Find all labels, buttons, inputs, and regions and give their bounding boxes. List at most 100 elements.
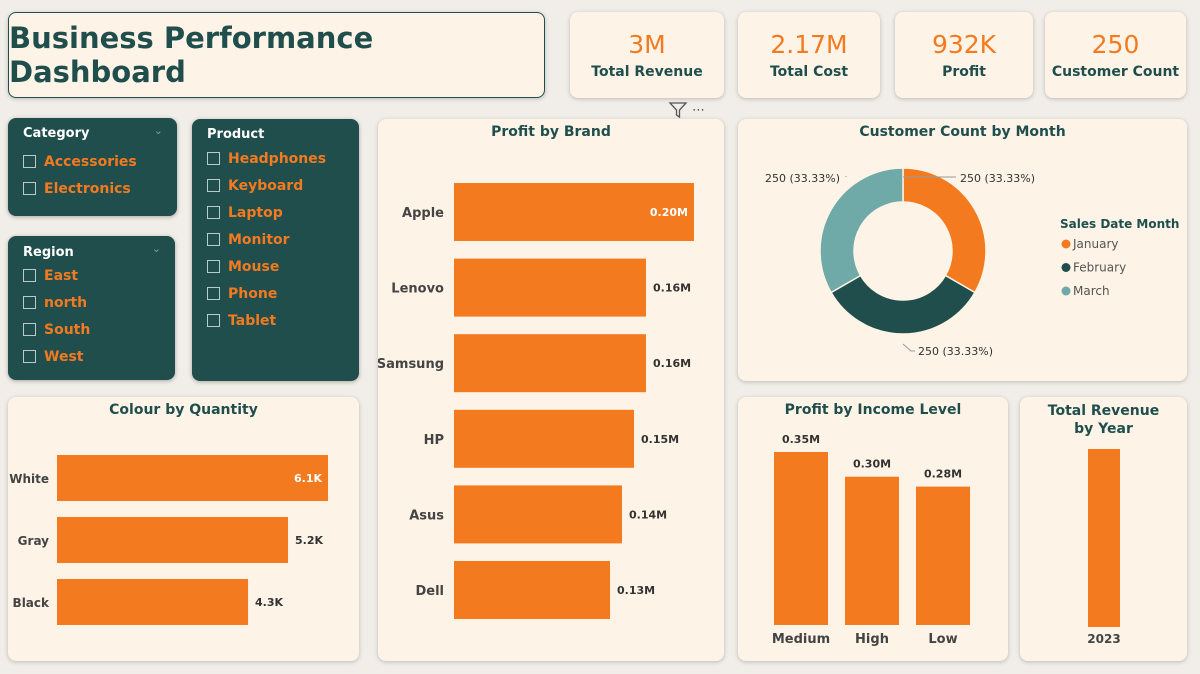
title-card: Business Performance Dashboard bbox=[8, 12, 545, 98]
bar[interactable] bbox=[454, 258, 646, 317]
kpi-value: 250 bbox=[1091, 30, 1140, 59]
checkbox[interactable] bbox=[207, 206, 220, 219]
checkbox[interactable] bbox=[207, 287, 220, 300]
checkbox[interactable] bbox=[23, 155, 36, 168]
kpi-value: 2.17M bbox=[770, 30, 848, 59]
donut-slice[interactable] bbox=[830, 274, 976, 335]
slicer-item-mouse[interactable]: Mouse bbox=[207, 253, 326, 280]
checkbox[interactable] bbox=[207, 260, 220, 273]
bar[interactable] bbox=[1088, 449, 1120, 627]
checkbox[interactable] bbox=[23, 350, 36, 363]
category-label: Lenovo bbox=[391, 282, 444, 297]
data-label: 0.30M bbox=[853, 458, 891, 471]
slicer-item-electronics[interactable]: Electronics bbox=[23, 175, 137, 202]
checkbox[interactable] bbox=[207, 233, 220, 246]
kpi-total-revenue: 3M Total Revenue bbox=[570, 12, 724, 98]
kpi-value: 3M bbox=[628, 30, 666, 59]
category-label: White bbox=[9, 472, 49, 486]
checkbox[interactable] bbox=[207, 179, 220, 192]
more-options-icon[interactable]: ⋯ bbox=[692, 102, 705, 118]
category-slicer[interactable]: Category ⌄ Accessories Electronics bbox=[8, 118, 177, 216]
customer-count-donut-chart: 250 (33.33%) 250 (33.33%) 250 (33.33%) Sale… bbox=[765, 167, 1179, 358]
data-label: 5.2K bbox=[295, 534, 323, 547]
slicer-header: Product bbox=[207, 127, 265, 142]
slicer-item-headphones[interactable]: Headphones bbox=[207, 145, 326, 172]
category-label: HP bbox=[424, 433, 444, 448]
legend-entry[interactable]: February bbox=[1073, 261, 1126, 275]
checkbox[interactable] bbox=[23, 269, 36, 282]
slicer-item-south[interactable]: South bbox=[23, 316, 90, 343]
checkbox[interactable] bbox=[23, 182, 36, 195]
checkbox[interactable] bbox=[23, 296, 36, 309]
slicer-header: Category bbox=[23, 126, 90, 141]
data-label: 0.35M bbox=[782, 433, 820, 446]
chart-title: Profit by Income Level bbox=[784, 402, 962, 418]
kpi-total-cost: 2.17M Total Cost bbox=[738, 12, 880, 98]
bar[interactable] bbox=[845, 476, 899, 625]
category-label: Dell bbox=[415, 584, 444, 599]
kpi-label: Total Cost bbox=[769, 64, 849, 80]
bar[interactable] bbox=[454, 183, 694, 241]
kpi-label: Profit bbox=[942, 64, 986, 80]
slicer-item-label: Mouse bbox=[228, 258, 280, 275]
checkbox[interactable] bbox=[207, 152, 220, 165]
filter-icon[interactable] bbox=[668, 101, 688, 119]
data-label: 0.13M bbox=[617, 584, 655, 597]
slicer-item-label: Electronics bbox=[44, 180, 131, 197]
donut-slice[interactable] bbox=[819, 167, 904, 294]
bar[interactable] bbox=[57, 579, 249, 625]
data-label: 0.16M bbox=[653, 282, 691, 295]
data-label: 250 (33.33%) bbox=[918, 345, 993, 358]
revenue-by-year-card: Total Revenue by Year 2023 bbox=[1020, 397, 1187, 661]
kpi-label: Customer Count bbox=[1051, 64, 1180, 80]
bar[interactable] bbox=[454, 485, 622, 544]
profit-by-income-card: Profit by Income Level 0.35M Medium 0.30M H… bbox=[738, 397, 1008, 661]
slicer-item-phone[interactable]: Phone bbox=[207, 280, 326, 307]
revenue-by-year-chart: 2023 bbox=[1087, 449, 1121, 646]
bar[interactable] bbox=[454, 561, 610, 619]
chart-title: Customer Count by Month bbox=[859, 124, 1066, 140]
chart-title: Colour by Quantity bbox=[109, 402, 258, 418]
bar[interactable] bbox=[916, 486, 970, 625]
legend-title: Sales Date Month bbox=[1060, 217, 1179, 231]
legend-marker bbox=[1061, 263, 1071, 272]
slicer-item-laptop[interactable]: Laptop bbox=[207, 199, 326, 226]
slicer-item-label: South bbox=[44, 321, 91, 338]
slicer-item-tablet[interactable]: Tablet bbox=[207, 307, 326, 334]
data-label: 250 (33.33%) bbox=[960, 172, 1035, 185]
slicer-item-keyboard[interactable]: Keyboard bbox=[207, 172, 326, 199]
data-label: 0.20M bbox=[650, 206, 688, 219]
slicer-item-label: Keyboard bbox=[228, 177, 304, 194]
slicer-item-accessories[interactable]: Accessories bbox=[23, 148, 137, 175]
data-label: 0.28M bbox=[924, 468, 962, 481]
category-label: Asus bbox=[409, 508, 444, 523]
legend-entry[interactable]: January bbox=[1072, 237, 1119, 251]
bar[interactable] bbox=[57, 455, 328, 501]
slicer-item-label: Phone bbox=[228, 285, 278, 302]
slicer-item-north[interactable]: north bbox=[23, 289, 90, 316]
donut-slice[interactable] bbox=[902, 167, 987, 294]
slicer-item-label: East bbox=[44, 267, 79, 284]
checkbox[interactable] bbox=[23, 323, 36, 336]
slicer-item-monitor[interactable]: Monitor bbox=[207, 226, 326, 253]
data-label: 0.16M bbox=[653, 357, 691, 370]
category-label: Apple bbox=[402, 206, 444, 221]
bar[interactable] bbox=[454, 334, 646, 393]
bar[interactable] bbox=[454, 409, 634, 468]
visual-header: ⋯ bbox=[668, 100, 724, 120]
category-label: High bbox=[855, 632, 889, 647]
region-slicer[interactable]: Region ⌄ East north South West bbox=[8, 236, 175, 380]
product-slicer[interactable]: Product Headphones Keyboard Laptop Monit… bbox=[192, 119, 359, 381]
colour-by-quantity-chart: White 6.1K Gray 5.2K Black 4.3K bbox=[9, 455, 328, 625]
bar[interactable] bbox=[774, 452, 828, 625]
chart-title: Profit by Brand bbox=[491, 124, 611, 140]
checkbox[interactable] bbox=[207, 314, 220, 327]
slicer-item-west[interactable]: West bbox=[23, 343, 90, 370]
legend-entry[interactable]: March bbox=[1073, 284, 1110, 298]
bar[interactable] bbox=[57, 517, 289, 563]
chevron-down-icon[interactable]: ⌄ bbox=[153, 124, 163, 137]
chevron-down-icon[interactable]: ⌄ bbox=[151, 242, 161, 255]
slicer-item-east[interactable]: East bbox=[23, 262, 90, 289]
slicer-item-label: Accessories bbox=[44, 153, 137, 170]
data-label: 250 (33.33%) bbox=[765, 172, 840, 185]
